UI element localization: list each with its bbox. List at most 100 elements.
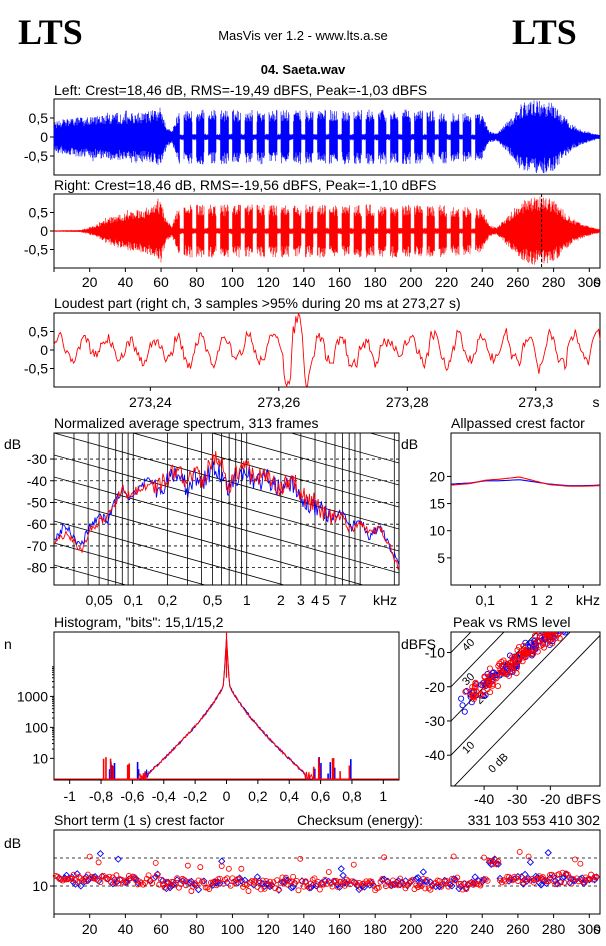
crest-point-left — [216, 879, 224, 887]
crest-point-right — [225, 865, 232, 872]
x-tick-label: -0,8 — [89, 788, 113, 804]
x-tick-label: 2 — [545, 592, 553, 608]
crest-point-right — [415, 884, 421, 891]
crest-point-right — [127, 875, 134, 882]
crest-point-right — [518, 874, 525, 881]
crest-point-right — [234, 876, 241, 883]
crest-point-right — [238, 865, 245, 872]
peak-rms-point — [514, 647, 521, 654]
crest-point-right — [402, 885, 409, 892]
x-tick-label: 100 — [221, 274, 245, 290]
x-tick-label: 5 — [322, 592, 330, 608]
crest-point-right — [343, 876, 350, 883]
peak-rms-point — [515, 643, 523, 651]
x-tick-label: 280 — [542, 274, 566, 290]
y-tick-label: 0 — [40, 342, 48, 358]
x-tick-label: 120 — [256, 274, 280, 290]
x-tick-label: -40 — [474, 791, 494, 807]
crest-point-right — [341, 882, 348, 889]
crest-point-right — [177, 881, 184, 888]
crest-point-right — [218, 863, 225, 870]
spectrum-slope-line — [54, 520, 286, 585]
logo-left: LTS — [18, 12, 83, 52]
x-tick-label: 180 — [363, 921, 387, 937]
peak-rms-point — [480, 689, 487, 696]
peak-rms-point — [560, 632, 567, 635]
crest-point-right — [593, 873, 600, 880]
y-tick-label: -30 — [27, 451, 47, 467]
crest-point-right — [283, 874, 289, 881]
x-tick-label: -30 — [507, 791, 527, 807]
x-tick-label: -20 — [540, 791, 560, 807]
x-tick-label: 120 — [256, 921, 280, 937]
peak-rms-frame — [450, 631, 601, 787]
right_waveform-trace — [53, 196, 600, 265]
peak-rms-point — [473, 688, 480, 695]
crest-point-right — [258, 886, 264, 893]
y-tick-label: 0 — [40, 223, 48, 239]
crest-point-right — [208, 879, 214, 886]
crest-frame — [450, 432, 601, 586]
x-tick-label: 40 — [118, 921, 134, 937]
crest-point-right — [154, 871, 161, 878]
crest-point-right — [459, 886, 466, 893]
x-tick-label: 273,28 — [386, 394, 429, 410]
crest-point-left — [275, 886, 283, 894]
crest-point-right — [149, 880, 156, 887]
x-tick-label: 0,6 — [311, 788, 331, 804]
crest-point-left — [62, 871, 71, 879]
crest-point-left — [544, 849, 552, 857]
peak-rms-point — [515, 652, 522, 660]
diagonal-label: 0 dB — [486, 751, 510, 775]
y-tick-label: -0,5 — [24, 361, 48, 377]
crest-point-right — [561, 879, 568, 886]
crest-point-left — [200, 877, 208, 885]
crest-point-left — [419, 868, 427, 876]
peak-rms-point — [494, 670, 502, 677]
diagonal-label: 40 — [460, 637, 477, 654]
crest-point-right — [159, 881, 166, 888]
crest-point-left — [416, 879, 424, 887]
spectrum-slope-line — [54, 279, 399, 375]
crest-point-right — [525, 853, 532, 860]
crest-point-right — [181, 876, 188, 883]
peak-rms-point — [509, 668, 516, 675]
crest-point-left — [532, 872, 540, 880]
crest-diagonal — [451, 632, 538, 722]
crest-point-left — [350, 878, 358, 886]
crest-point-left — [585, 876, 593, 884]
crest-point-right — [345, 878, 352, 885]
spectrum-series-right — [54, 451, 399, 570]
x-tick-label: 0,4 — [279, 788, 299, 804]
crest-point-right — [229, 875, 236, 882]
peak-rms-point — [530, 650, 537, 657]
histogram-ylabel: n — [4, 636, 12, 652]
crest-point-right — [559, 869, 566, 876]
crest-point-left — [77, 882, 85, 890]
spectrum-slope-line — [289, 433, 399, 464]
crest-point-right — [390, 877, 396, 884]
x-tick-label: 80 — [189, 921, 205, 937]
crest-point-left — [537, 881, 545, 889]
x-tick-label: 200 — [399, 921, 423, 937]
crest-point-right — [227, 882, 234, 889]
crest-series-right — [450, 476, 600, 487]
crest-point-right — [161, 884, 168, 891]
crest-point-right — [404, 882, 411, 888]
crest-point-right — [334, 883, 341, 890]
x-tick-label: 1 — [379, 788, 387, 804]
crest-point-right — [457, 880, 464, 887]
crest-point-right — [557, 879, 564, 886]
peak-rms-ylabel: dBFS — [401, 636, 436, 652]
x-tick-label: 7 — [339, 592, 347, 608]
crest-point-left — [414, 873, 422, 882]
crest-point-right — [222, 876, 229, 883]
crest-point-right — [379, 876, 386, 882]
crest-ylabel: dB — [401, 436, 418, 452]
crest-point-right — [325, 869, 332, 875]
peak-rms-point — [468, 692, 475, 699]
crest-point-left — [421, 877, 429, 885]
spectrum-slope-line — [54, 301, 399, 397]
crest-point-right — [482, 876, 489, 883]
